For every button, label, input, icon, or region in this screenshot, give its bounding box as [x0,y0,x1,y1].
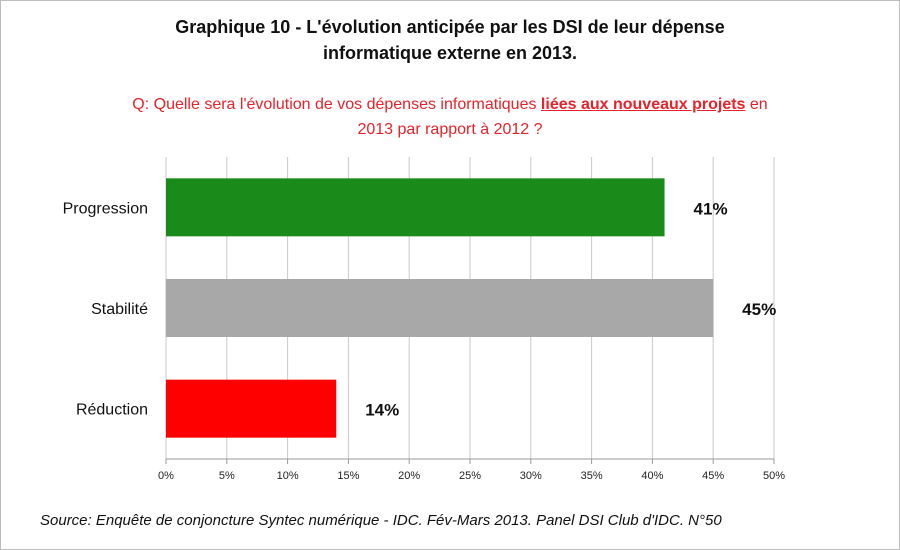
x-tick-label: 35% [581,470,603,482]
x-tick-label: 20% [398,470,420,482]
data-label: 45% [742,300,776,319]
x-tick-label: 50% [763,470,785,482]
question-text-before: Q: Quelle sera l'évolution de vos dépens… [132,96,541,113]
x-tick-label: 45% [702,470,724,482]
survey-question: Q: Quelle sera l'évolution de vos dépens… [0,92,900,142]
chart-title-line2: informatique externe en 2013. [322,43,578,63]
question-text-underlined: liées aux nouveaux projets [540,96,746,113]
bar-2 [166,279,714,337]
x-tick-label: 25% [459,470,481,482]
data-label: 14% [365,401,399,420]
chart-title-line1: Graphique 10 - L'évolution anticipée par… [175,17,725,37]
category-label: Réduction [76,402,148,419]
chart-title: Graphique 10 - L'évolution anticipée par… [0,14,900,66]
bar-3 [166,379,337,438]
x-tick-label: 30% [520,470,542,482]
category-label: Stabilité [91,301,148,318]
data-label: 41% [694,199,728,218]
source-note: Source: Enquête de conjoncture Syntec nu… [40,512,722,529]
x-tick-label: 5% [219,470,235,482]
question-text-after: en [745,96,768,113]
survey-question-line2: 2013 par rapport à 2012 ? [357,121,543,138]
category-label: Progression [63,200,148,217]
x-tick-label: 0% [158,470,174,482]
x-tick-label: 10% [277,470,299,482]
survey-question-line1: Q: Quelle sera l'évolution de vos dépens… [0,92,900,117]
bar-1 [166,178,665,237]
x-tick-label: 40% [641,470,663,482]
x-tick-label: 15% [337,470,359,482]
